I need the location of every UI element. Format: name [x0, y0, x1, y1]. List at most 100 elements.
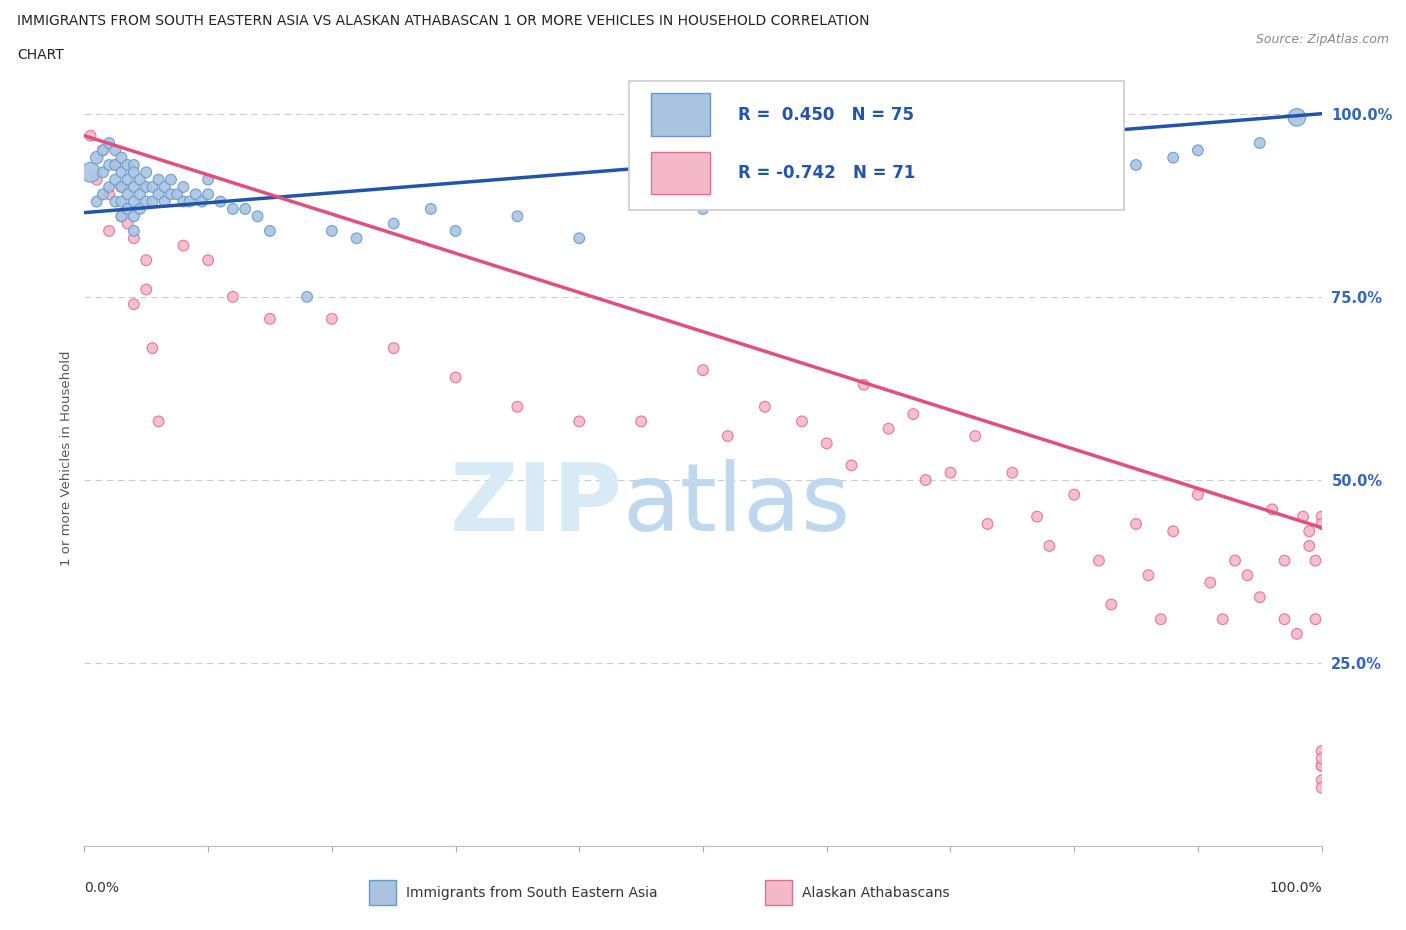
Text: Alaskan Athabascans: Alaskan Athabascans	[801, 886, 949, 900]
Point	[153, 179, 176, 194]
Point	[160, 187, 183, 202]
Point	[568, 231, 591, 246]
Point	[419, 202, 441, 217]
Point	[877, 172, 900, 187]
Point	[117, 216, 139, 231]
Point	[129, 172, 152, 187]
Point	[117, 202, 139, 217]
Point	[233, 202, 256, 217]
Point	[141, 340, 163, 355]
Point	[1187, 143, 1209, 158]
Point	[692, 363, 714, 378]
Point	[184, 187, 207, 202]
Point	[1274, 553, 1296, 568]
Point	[754, 399, 776, 414]
Point	[939, 179, 962, 194]
Point	[1099, 597, 1122, 612]
Point	[1285, 627, 1308, 642]
Point	[1187, 487, 1209, 502]
Point	[122, 297, 145, 312]
Point	[1310, 780, 1333, 795]
Point	[110, 179, 132, 194]
Point	[122, 179, 145, 194]
Point	[110, 194, 132, 209]
Point	[86, 172, 108, 187]
Point	[129, 202, 152, 217]
Point	[1298, 524, 1320, 538]
Point	[1199, 575, 1222, 590]
Point	[790, 414, 813, 429]
Point	[321, 312, 343, 326]
Point	[939, 465, 962, 480]
Point	[1305, 553, 1327, 568]
Point	[903, 406, 925, 421]
Point	[346, 231, 368, 246]
Text: ZIP: ZIP	[450, 458, 623, 551]
Point	[692, 202, 714, 217]
Point	[141, 194, 163, 209]
Point	[506, 399, 529, 414]
Point	[1001, 465, 1024, 480]
Point	[568, 414, 591, 429]
Point	[135, 179, 157, 194]
Point	[259, 312, 281, 326]
Point	[1305, 612, 1327, 627]
Point	[1310, 744, 1333, 759]
Point	[110, 165, 132, 179]
Point	[1310, 758, 1333, 773]
Point	[104, 143, 127, 158]
Point	[1088, 553, 1111, 568]
Point	[1310, 510, 1333, 525]
Point	[91, 143, 114, 158]
Point	[1310, 773, 1333, 788]
Point	[1285, 110, 1308, 125]
Point	[1150, 612, 1173, 627]
Point	[148, 414, 170, 429]
Point	[815, 436, 838, 451]
Point	[122, 165, 145, 179]
Point	[172, 194, 194, 209]
Point	[1310, 758, 1333, 773]
Point	[79, 128, 101, 143]
Point	[91, 187, 114, 202]
Point	[153, 194, 176, 209]
Point	[104, 194, 127, 209]
Point	[104, 157, 127, 172]
Point	[98, 187, 121, 202]
Point	[1063, 165, 1085, 179]
Text: Source: ZipAtlas.com: Source: ZipAtlas.com	[1256, 33, 1389, 46]
Point	[122, 157, 145, 172]
Bar	[651, 152, 710, 194]
Point	[172, 179, 194, 194]
Text: 0.0%: 0.0%	[84, 882, 120, 896]
Point	[122, 209, 145, 224]
Point	[1161, 151, 1184, 166]
Point	[122, 231, 145, 246]
Point	[321, 223, 343, 238]
Text: IMMIGRANTS FROM SOUTH EASTERN ASIA VS ALASKAN ATHABASCAN 1 OR MORE VEHICLES IN H: IMMIGRANTS FROM SOUTH EASTERN ASIA VS AL…	[17, 14, 869, 28]
Point	[197, 172, 219, 187]
Point	[110, 209, 132, 224]
Point	[98, 223, 121, 238]
Text: R =  0.450   N = 75: R = 0.450 N = 75	[738, 106, 914, 124]
Point	[91, 143, 114, 158]
Point	[1249, 590, 1271, 604]
Point	[135, 194, 157, 209]
Point	[1212, 612, 1234, 627]
Point	[1125, 157, 1147, 172]
Point	[148, 187, 170, 202]
Text: R = -0.742   N = 71: R = -0.742 N = 71	[738, 164, 915, 182]
Point	[1236, 568, 1258, 583]
Point	[122, 194, 145, 209]
Point	[86, 194, 108, 209]
Point	[259, 223, 281, 238]
Point	[1292, 510, 1315, 525]
Y-axis label: 1 or more Vehicles in Household: 1 or more Vehicles in Household	[60, 351, 73, 565]
Bar	[765, 881, 792, 905]
Point	[852, 378, 875, 392]
Point	[110, 151, 132, 166]
Point	[98, 157, 121, 172]
FancyBboxPatch shape	[628, 82, 1123, 209]
Point	[1298, 538, 1320, 553]
Point	[1125, 516, 1147, 531]
